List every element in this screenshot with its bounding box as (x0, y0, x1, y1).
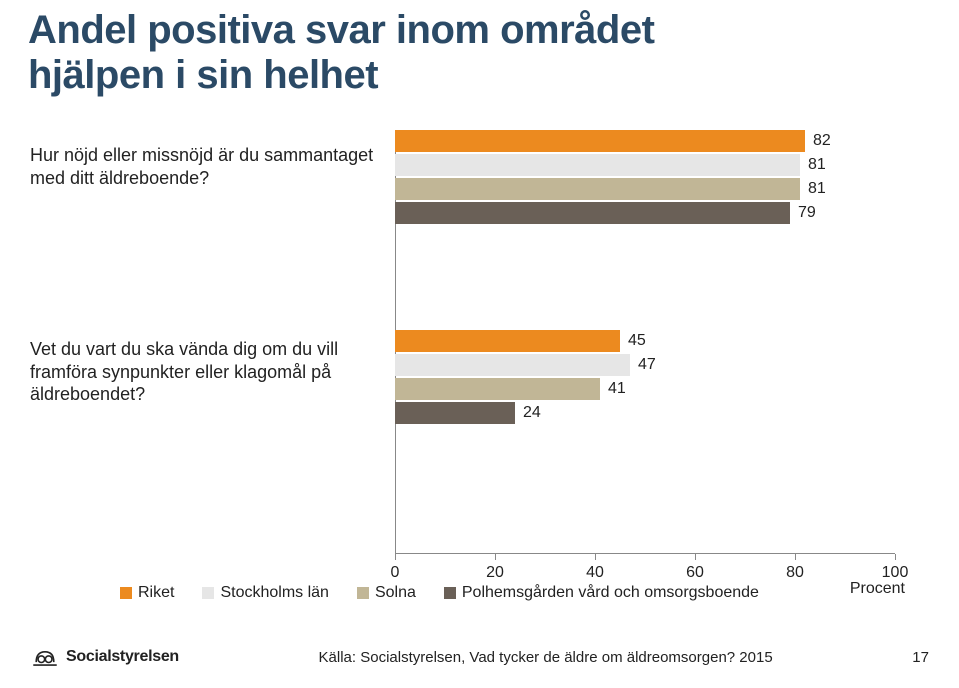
page-number: 17 (912, 649, 929, 666)
bars-wrap: 82 81 81 79 (395, 130, 895, 226)
bar (395, 330, 620, 352)
legend-item: Riket (120, 584, 174, 602)
legend-swatch (202, 587, 214, 599)
bar-value-label: 24 (523, 404, 541, 422)
legend-swatch (444, 587, 456, 599)
axis-tick (595, 554, 596, 560)
bar-row: 41 (395, 378, 895, 400)
legend-label: Riket (138, 584, 174, 602)
axis-tick (795, 554, 796, 560)
bar-row: 47 (395, 354, 895, 376)
axis-tick-label: 20 (486, 564, 504, 582)
bar-value-label: 81 (808, 156, 826, 174)
bar-row: 81 (395, 154, 895, 176)
legend-swatch (357, 587, 369, 599)
bar (395, 130, 805, 152)
source-text: Källa: Socialstyrelsen, Vad tycker de äl… (319, 649, 773, 666)
bar (395, 154, 800, 176)
bar (395, 402, 515, 424)
axis-tick (495, 554, 496, 560)
bar (395, 202, 790, 224)
bar-value-label: 79 (798, 204, 816, 222)
title-line1: Andel positiva svar inom området (28, 8, 654, 52)
legend-item: Polhemsgården vård och omsorgsboende (444, 584, 759, 602)
question-label: Hur nöjd eller missnöjd är du sammantage… (30, 144, 375, 189)
axis-tick-label: 40 (586, 564, 604, 582)
axis-tick (695, 554, 696, 560)
legend-label: Polhemsgården vård och omsorgsboende (462, 584, 759, 602)
legend-swatch (120, 587, 132, 599)
bar-value-label: 45 (628, 332, 646, 350)
bars-wrap: 45 47 41 24 (395, 330, 895, 426)
axis-tick (895, 554, 896, 560)
bar (395, 178, 800, 200)
logo-icon (30, 646, 60, 668)
x-axis-line (395, 553, 895, 554)
logo-text: Socialstyrelsen (66, 648, 179, 666)
legend-item: Stockholms län (202, 584, 329, 602)
title-line2: hjälpen i sin helhet (28, 53, 378, 97)
bar-row: 81 (395, 178, 895, 200)
bar-value-label: 81 (808, 180, 826, 198)
page-title: Andel positiva svar inom området hjälpen… (28, 8, 654, 98)
bar-row: 82 (395, 130, 895, 152)
legend-label: Solna (375, 584, 416, 602)
question-label: Vet du vart du ska vända dig om du vill … (30, 338, 375, 406)
bar-row: 79 (395, 202, 895, 224)
bar-value-label: 41 (608, 380, 626, 398)
footer: Socialstyrelsen Källa: Socialstyrelsen, … (30, 646, 929, 668)
chart-area: 020406080100 Hur nöjd eller missnöjd är … (30, 130, 935, 590)
axis-tick-label: 0 (391, 564, 400, 582)
axis-tick-label: 80 (786, 564, 804, 582)
bar (395, 354, 630, 376)
legend-item: Solna (357, 584, 416, 602)
bar-row: 24 (395, 402, 895, 424)
legend: Riket Stockholms län Solna Polhemsgården vå… (120, 584, 920, 602)
legend-label: Stockholms län (220, 584, 329, 602)
logo: Socialstyrelsen (30, 646, 179, 668)
bar-value-label: 47 (638, 356, 656, 374)
axis-tick-label: 60 (686, 564, 704, 582)
axis-tick (395, 554, 396, 560)
bar (395, 378, 600, 400)
bar-value-label: 82 (813, 132, 831, 150)
bar-row: 45 (395, 330, 895, 352)
